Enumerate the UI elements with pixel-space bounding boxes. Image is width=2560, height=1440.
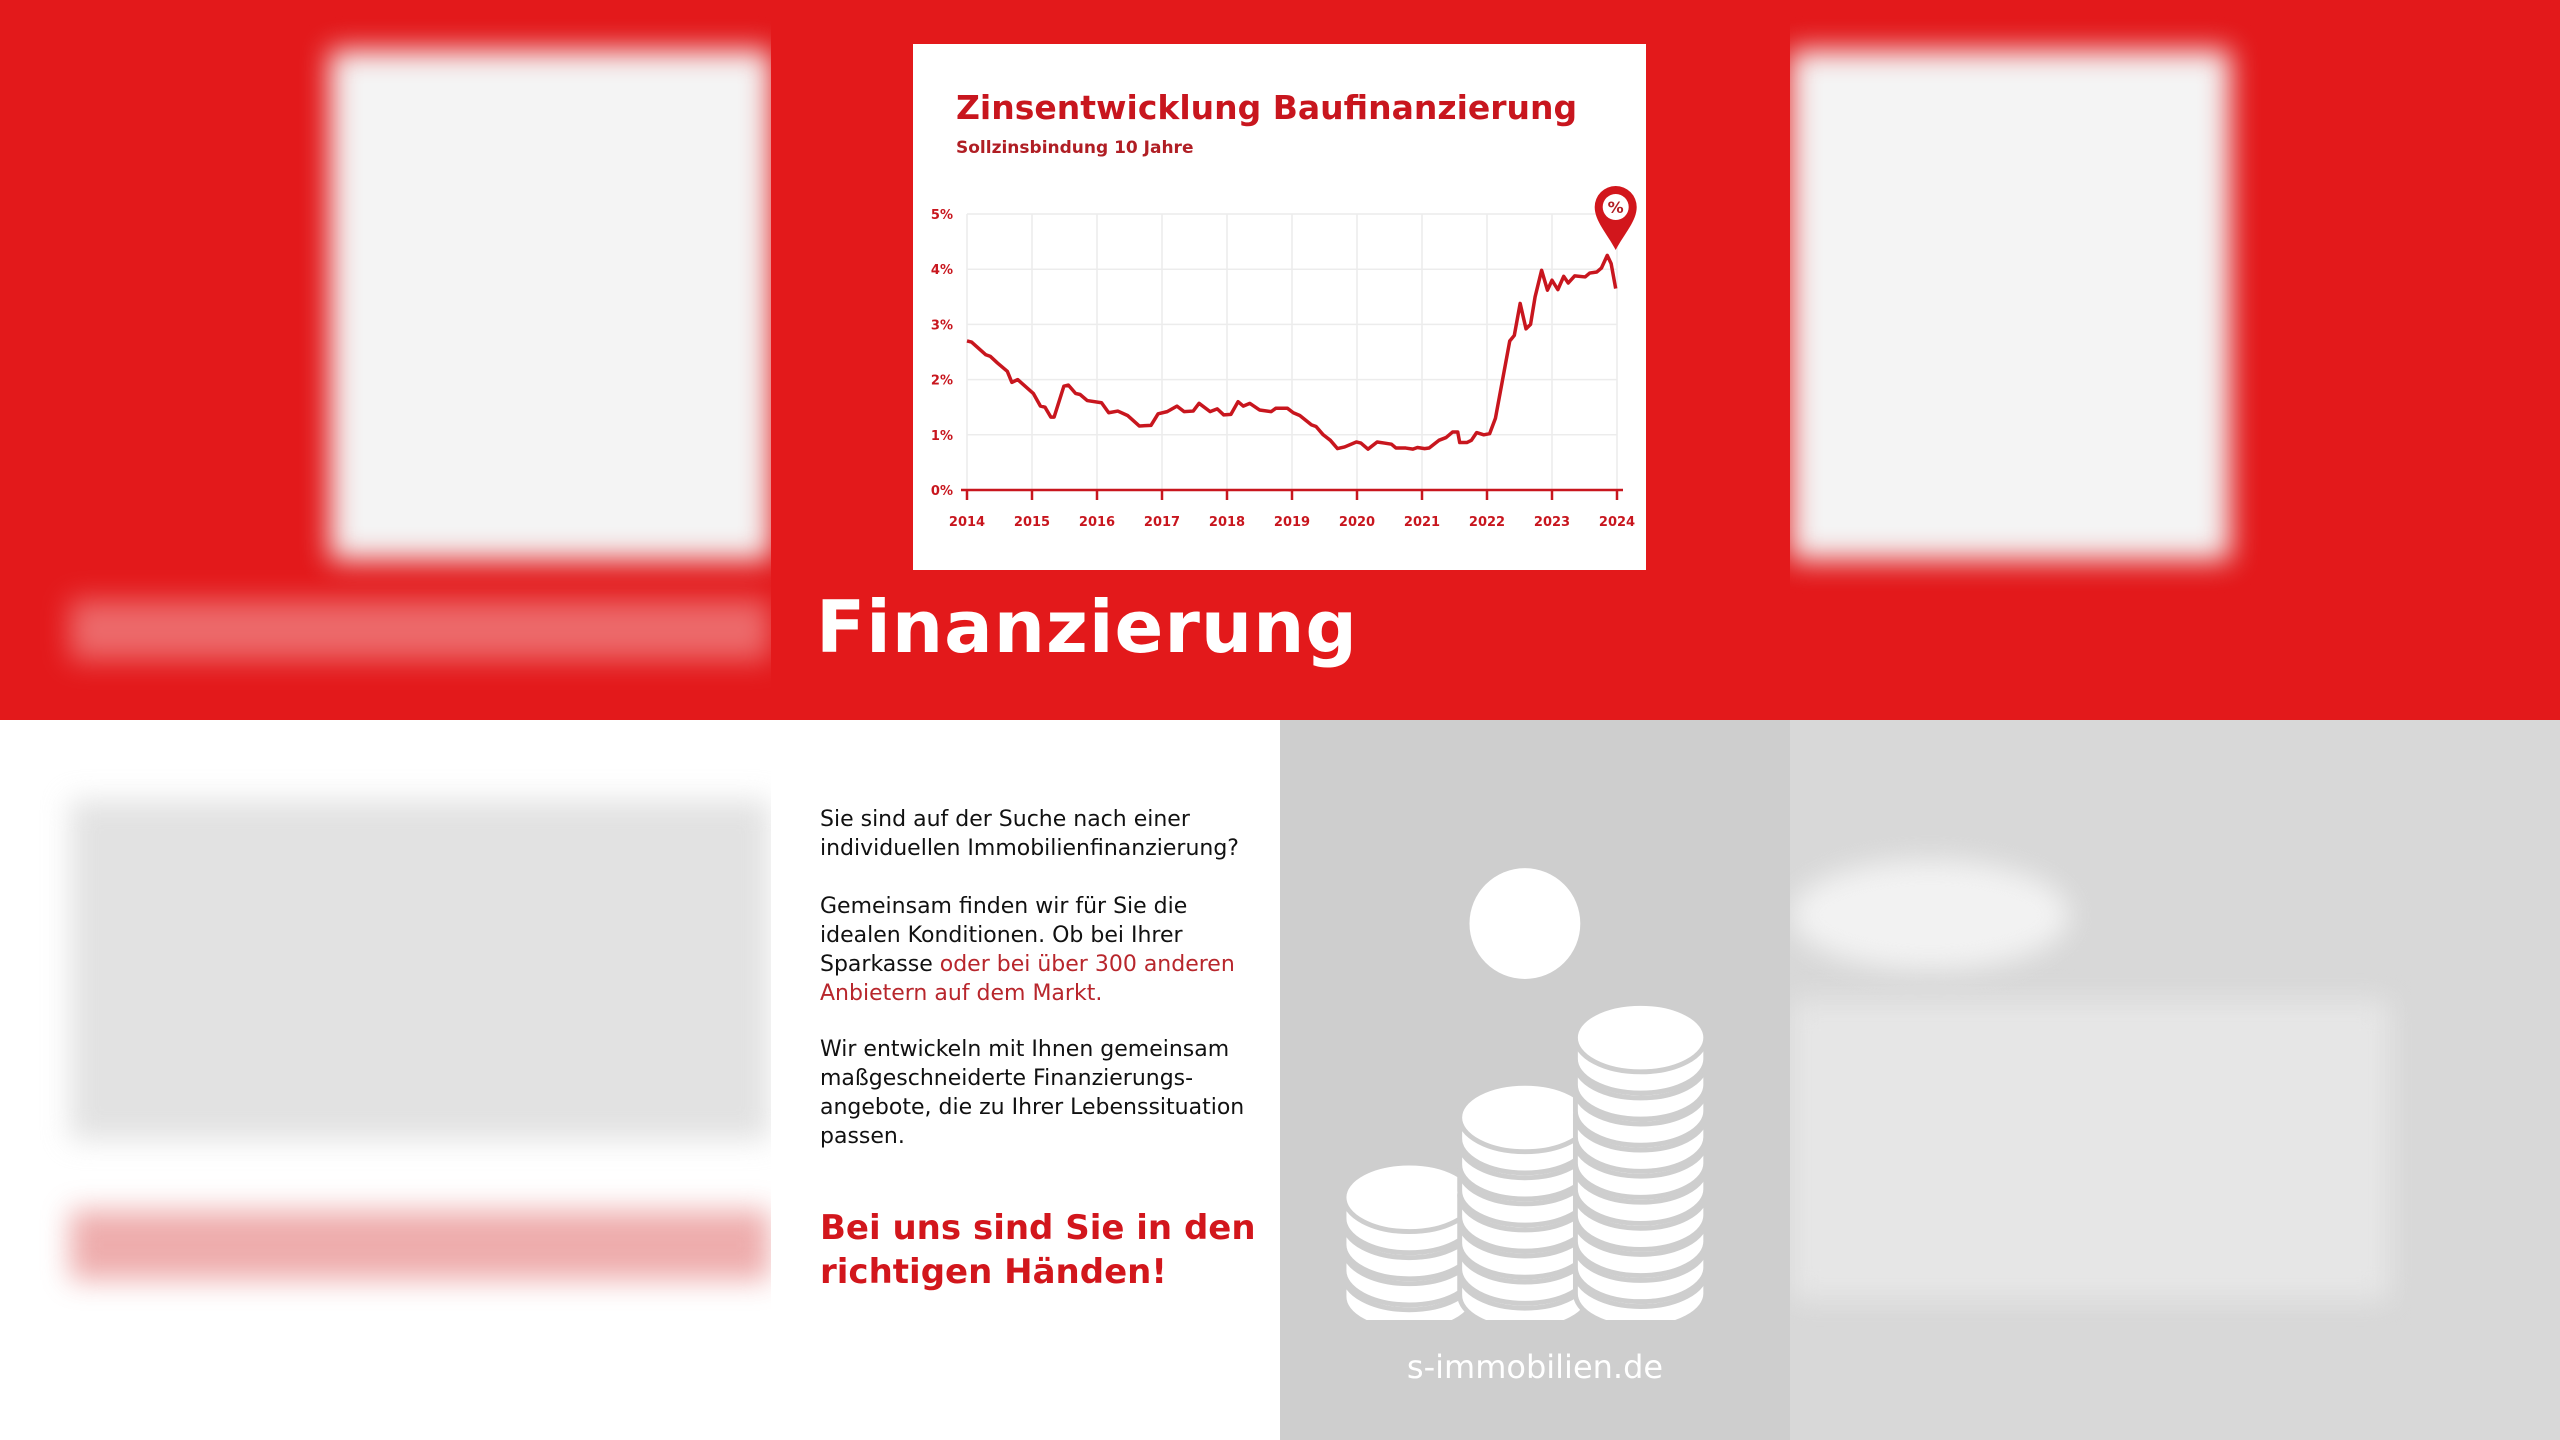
coin-stack-icon	[1341, 1160, 1477, 1320]
rate-line	[966, 253, 1618, 451]
coin-stack-icon	[1572, 1000, 1709, 1320]
x-tick-label: 2016	[1079, 515, 1115, 530]
interest-rate-chart: 0% 1% 2% 3% 4% 5% 2014 2015 2016 2017 2018 2019 2020…	[931, 186, 1637, 530]
slogan: Bei uns sind Sie in den richtigen Händen…	[820, 1208, 1256, 1292]
y-tick-label: 2%	[931, 374, 953, 389]
intro-paragraph: Sie sind auf der Suche nach einer indivi…	[820, 807, 1239, 861]
conditions-text: Gemeinsam finden wir für Sie die idealen…	[820, 894, 1188, 977]
y-tick-label: 1%	[931, 429, 953, 444]
pin-inner-circle	[1602, 194, 1629, 220]
offers-paragraph: Wir entwickeln mit Ihnen gemeinsam maßge…	[820, 1037, 1245, 1149]
x-tick-label: 2020	[1339, 515, 1375, 530]
x-tick-label: 2014	[949, 515, 985, 530]
coin-icon	[1469, 868, 1581, 979]
chart-subtitle: Sollzinsbindung 10 Jahre	[956, 138, 1194, 158]
finance-panel: Zinsentwicklung Baufinanzierung Sollzins…	[771, 0, 1790, 1440]
x-tick-label: 2022	[1469, 515, 1505, 530]
y-tick-label: 4%	[931, 263, 953, 278]
providers-highlight: oder bei über 300 anderen Anbietern auf …	[820, 952, 1235, 1006]
blurred-background-right	[1790, 0, 2560, 1440]
coin-stacks-icon	[1341, 868, 1709, 1320]
coin-stack-icon	[1457, 1080, 1593, 1320]
chart-title: Zinsentwicklung Baufinanzierung	[956, 88, 1578, 127]
x-tick-label: 2018	[1209, 515, 1245, 530]
page-title: Finanzierung	[816, 585, 1358, 669]
x-tick-label: 2015	[1014, 515, 1050, 530]
header-section: Zinsentwicklung Baufinanzierung Sollzins…	[771, 0, 1790, 720]
x-tick-label: 2021	[1404, 515, 1440, 530]
pin-label: %	[1608, 198, 1624, 217]
y-tick-label: 0%	[931, 484, 953, 499]
x-tick-label: 2017	[1144, 515, 1180, 530]
chart-card: Zinsentwicklung Baufinanzierung Sollzins…	[913, 44, 1646, 570]
text-section: Sie sind auf der Suche nach einer indivi…	[771, 720, 1280, 1440]
blurred-background-left	[0, 0, 771, 1440]
x-tick-label: 2024	[1599, 515, 1635, 530]
conditions-paragraph: Gemeinsam finden wir für Sie die idealen…	[820, 892, 1260, 1008]
x-tick-label: 2019	[1274, 515, 1310, 530]
website-link[interactable]: s-immobilien.de	[1406, 1348, 1664, 1386]
x-tick-label: 2023	[1534, 515, 1570, 530]
y-tick-label: 5%	[931, 208, 953, 223]
y-tick-label: 3%	[931, 318, 953, 333]
